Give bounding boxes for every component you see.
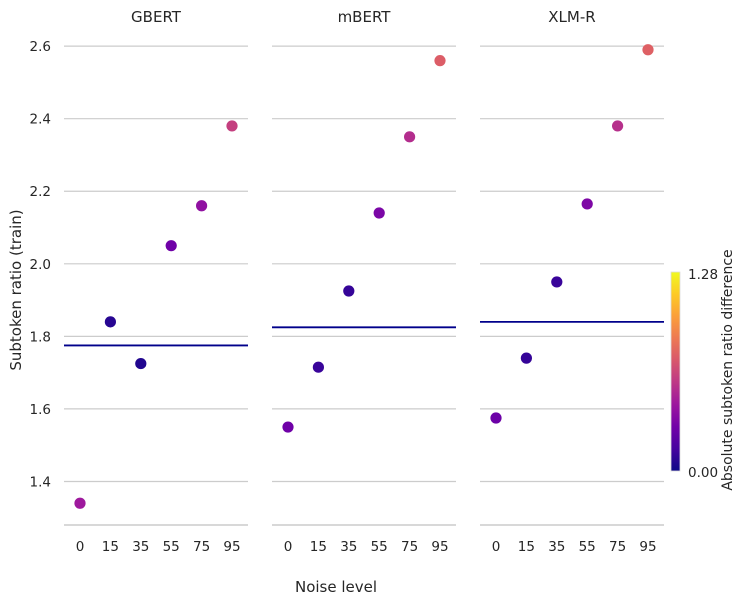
x-tick-label: 35 (340, 539, 357, 555)
y-tick-label: 2.2 (30, 184, 51, 200)
panel-xlm-r: XLM-R 0 15 35 55 75 95 (480, 8, 664, 555)
panel-mbert: mBERT 0 15 35 55 75 95 (272, 8, 456, 555)
data-point (551, 276, 563, 288)
x-tick-label: 75 (401, 539, 418, 555)
x-tick-label: 35 (548, 539, 565, 555)
data-point (74, 497, 86, 509)
data-point (520, 352, 533, 364)
data-point (490, 412, 502, 424)
x-tick-label: 15 (310, 539, 327, 555)
y-axis-label: Subtoken ratio (train) (7, 209, 25, 370)
x-tick-label: 0 (284, 539, 293, 555)
x-tick-label: 55 (579, 539, 596, 555)
y-tick-label: 2.4 (30, 112, 51, 128)
colorbar: 1.28 0.00 Absolute subtoken ratio differ… (670, 249, 736, 491)
y-tick-label: 1.6 (30, 402, 51, 418)
x-tick-label: 15 (102, 539, 119, 555)
data-point (282, 421, 294, 433)
data-point (226, 120, 238, 132)
y-tick-label: 2.0 (30, 257, 51, 273)
data-point (135, 357, 147, 370)
colorbar-title: Absolute subtoken ratio difference (720, 249, 736, 490)
x-tick-label: 35 (132, 539, 149, 555)
y-tick-label: 1.8 (30, 329, 51, 345)
x-tick-label: 95 (223, 539, 240, 555)
data-point (642, 44, 654, 56)
data-point (343, 285, 355, 297)
x-tick-label: 95 (639, 539, 656, 555)
y-tick-label: 2.6 (30, 39, 51, 55)
colorbar-min-label: 0.00 (688, 465, 718, 481)
data-point (581, 198, 593, 210)
colorbar-max-label: 1.28 (688, 267, 718, 283)
x-tick-label: 55 (371, 539, 388, 555)
x-tick-label: 55 (163, 539, 180, 555)
x-tick-label: 0 (492, 539, 501, 555)
panel-gbert: GBERT 1.4 1.6 1.8 2.0 2.2 2.4 2.6 0 15 35 55 75 95 (30, 8, 248, 555)
panel-title: GBERT (131, 8, 182, 26)
x-tick-label: 75 (193, 539, 210, 555)
data-point (104, 316, 116, 328)
x-tick-label: 0 (76, 539, 85, 555)
data-point (312, 361, 324, 373)
colorbar-gradient (670, 271, 681, 472)
x-axis-label: Noise level (295, 578, 377, 596)
x-tick-label: 15 (518, 539, 535, 555)
data-point (404, 131, 416, 143)
panel-title: XLM-R (548, 8, 595, 26)
data-point (196, 200, 208, 212)
data-point (165, 240, 177, 252)
y-tick-label: 1.4 (30, 474, 51, 490)
x-tick-label: 75 (609, 539, 626, 555)
data-point (373, 207, 385, 219)
data-point (612, 120, 624, 132)
data-point (434, 55, 446, 67)
x-tick-label: 95 (431, 539, 448, 555)
panel-title: mBERT (338, 8, 392, 26)
